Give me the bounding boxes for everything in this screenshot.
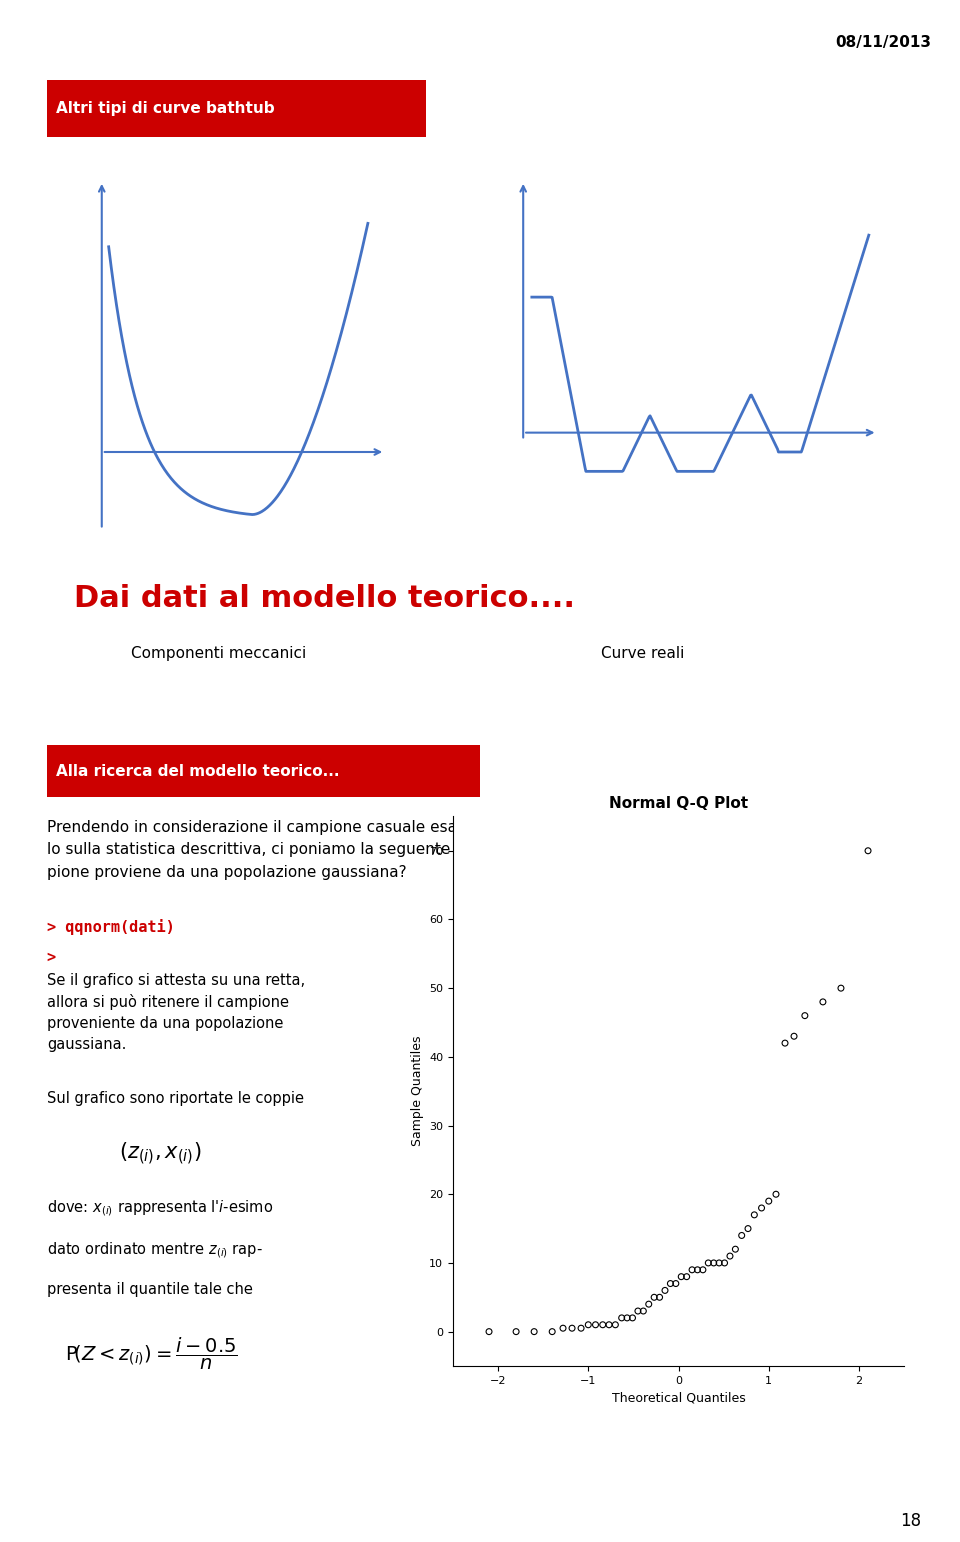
- Text: presenta il quantile tale che: presenta il quantile tale che: [47, 1281, 252, 1297]
- FancyBboxPatch shape: [47, 745, 480, 797]
- Point: [509, 1320, 524, 1345]
- Text: dato ordinato mentre $z_{(i)}$ rap-: dato ordinato mentre $z_{(i)}$ rap-: [47, 1240, 263, 1260]
- Text: >: >: [47, 950, 56, 965]
- Point: [860, 839, 876, 864]
- Point: [684, 1257, 700, 1281]
- Point: [679, 1264, 694, 1289]
- Point: [717, 1251, 732, 1275]
- Point: [728, 1237, 743, 1261]
- Point: [658, 1278, 673, 1303]
- Text: Prendendo in considerazione il campione casuale esaminato nel capito-
lo sulla s: Prendendo in considerazione il campione …: [47, 820, 596, 879]
- Text: Componenti meccanici: Componenti meccanici: [131, 646, 306, 662]
- FancyBboxPatch shape: [47, 80, 426, 137]
- Point: [722, 1244, 737, 1269]
- Title: Normal Q-Q Plot: Normal Q-Q Plot: [609, 796, 748, 811]
- Point: [526, 1320, 541, 1345]
- Point: [734, 1223, 750, 1247]
- Text: Sul grafico sono riportate le coppie: Sul grafico sono riportate le coppie: [47, 1092, 304, 1106]
- Point: [601, 1312, 616, 1337]
- Text: Se il grafico si attesta su una retta,
allora si può ritenere il campione
proven: Se il grafico si attesta su una retta, a…: [47, 973, 305, 1052]
- Text: > qqnorm(dati): > qqnorm(dati): [47, 919, 175, 936]
- Point: [652, 1284, 667, 1309]
- Point: [625, 1306, 640, 1331]
- Point: [754, 1195, 769, 1220]
- Point: [768, 1181, 783, 1206]
- Point: [564, 1315, 580, 1340]
- Point: [662, 1271, 678, 1295]
- Text: 08/11/2013: 08/11/2013: [835, 35, 931, 51]
- Point: [761, 1189, 777, 1214]
- Point: [631, 1298, 646, 1323]
- Point: [786, 1024, 802, 1049]
- Point: [778, 1030, 793, 1055]
- Point: [636, 1298, 651, 1323]
- Point: [614, 1306, 630, 1331]
- Point: [619, 1306, 635, 1331]
- Point: [641, 1292, 657, 1317]
- Point: [555, 1315, 570, 1340]
- X-axis label: Theoretical Quantiles: Theoretical Quantiles: [612, 1391, 745, 1405]
- Text: 18: 18: [900, 1511, 922, 1530]
- Point: [690, 1257, 706, 1281]
- Text: Alla ricerca del modello teorico...: Alla ricerca del modello teorico...: [56, 763, 340, 779]
- Text: Altri tipi di curve bathtub: Altri tipi di curve bathtub: [56, 102, 275, 116]
- Point: [668, 1271, 684, 1295]
- Text: $\left(z_{(i)},x_{(i)}\right)$: $\left(z_{(i)},x_{(i)}\right)$: [119, 1141, 202, 1167]
- Text: $\mathrm{P}\!\left(Z < z_{(i)}\right) = \dfrac{i-0.5}{n}$: $\mathrm{P}\!\left(Z < z_{(i)}\right) = …: [65, 1335, 237, 1371]
- Point: [701, 1251, 716, 1275]
- Point: [706, 1251, 721, 1275]
- Point: [815, 990, 830, 1015]
- Text: Dai dati al modello teorico....: Dai dati al modello teorico....: [74, 584, 575, 614]
- Point: [646, 1284, 661, 1309]
- Point: [833, 976, 849, 1001]
- Point: [747, 1203, 762, 1227]
- Point: [797, 1004, 812, 1029]
- Point: [608, 1312, 623, 1337]
- Text: Curve reali: Curve reali: [601, 646, 684, 662]
- Point: [581, 1312, 596, 1337]
- Y-axis label: Sample Quantiles: Sample Quantiles: [411, 1036, 423, 1146]
- Point: [595, 1312, 611, 1337]
- Point: [711, 1251, 727, 1275]
- Point: [573, 1315, 588, 1340]
- Point: [588, 1312, 603, 1337]
- Point: [695, 1257, 710, 1281]
- Point: [481, 1320, 496, 1345]
- Point: [674, 1264, 689, 1289]
- Point: [544, 1320, 560, 1345]
- Point: [740, 1217, 756, 1241]
- Text: dove: $x_{(i)}$ rappresenta l'$i$-esimo: dove: $x_{(i)}$ rappresenta l'$i$-esimo: [47, 1198, 274, 1218]
